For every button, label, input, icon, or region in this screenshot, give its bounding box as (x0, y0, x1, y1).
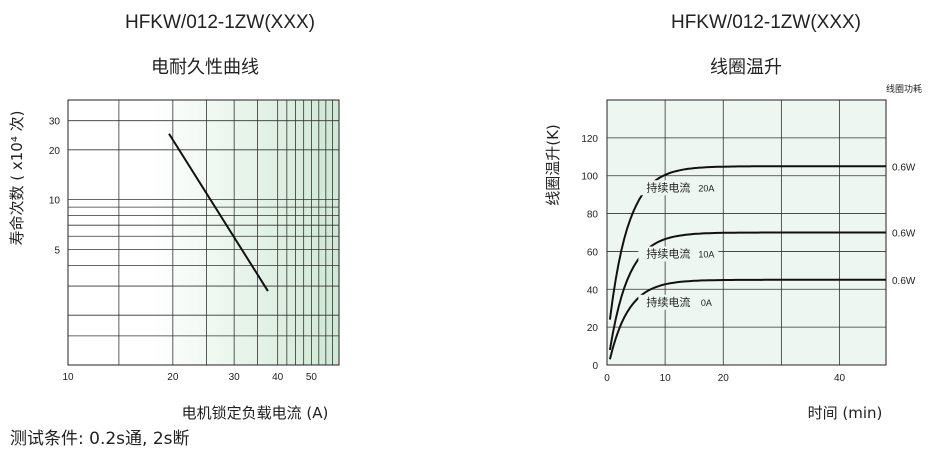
right-tick-labels: 0 10 20 40 0 20 40 60 80 100 120 (581, 134, 845, 384)
curve-label-bg (638, 294, 719, 310)
right-x-tick: 20 (718, 373, 730, 384)
left-grid (68, 100, 339, 365)
left-model-label: HFKW/012-1ZW(XXX) (125, 12, 315, 33)
left-plot-shading (153, 100, 339, 365)
coil-power-label: 0.6W (892, 276, 916, 287)
curve-label-bg (638, 246, 719, 262)
left-y-tick: 30 (49, 117, 61, 128)
left-y-tick: 5 (54, 245, 60, 256)
coil-power-label: 0.6W (892, 162, 916, 173)
curve-label-current: 20A (698, 183, 714, 193)
curve-label-current: 10A (698, 250, 714, 260)
right-chart-title: 线圈温升 (710, 57, 782, 78)
coil-power-label: 0.6W (892, 229, 916, 240)
curve-label-name: 持续电流 (646, 295, 690, 309)
right-y-tick: 20 (587, 323, 599, 334)
left-y-axis-label: 寿命次数 ( x10⁴ 次) (8, 111, 26, 246)
left-series-line (168, 133, 269, 292)
left-chart-title: 电耐久性曲线 (151, 57, 259, 78)
right-series-curve (608, 165, 886, 320)
left-plot-frame (67, 99, 340, 366)
curve-label-bg (638, 180, 719, 196)
left-x-tick: 40 (272, 372, 284, 383)
right-y-tick: 0 (592, 361, 598, 372)
left-x-tick: 20 (167, 372, 179, 383)
right-y-tick: 120 (581, 134, 598, 145)
left-series (168, 133, 269, 292)
right-series-curve (608, 278, 886, 360)
right-y-tick: 80 (587, 210, 599, 221)
power-header: 线圈功耗 (886, 83, 922, 94)
right-y-axis-label: 线圈温升(K) (544, 124, 562, 206)
right-model-label: HFKW/012-1ZW(XXX) (671, 12, 861, 33)
right-y-tick: 40 (587, 285, 599, 296)
left-x-tick: 30 (229, 372, 241, 383)
left-x-axis-label: 电机锁定负载电流 (A) (182, 404, 329, 422)
left-y-tick: 10 (49, 196, 61, 207)
right-x-axis-label: 时间 (min) (808, 404, 883, 422)
right-x-tick: 0 (604, 373, 610, 384)
right-y-tick: 100 (581, 172, 598, 183)
left-tick-labels: 10 20 30 40 50 5 10 20 30 (49, 117, 318, 383)
left-x-tick: 10 (62, 372, 74, 383)
curve-label-name: 持续电流 (646, 180, 690, 194)
test-conditions-note: 测试条件: 0.2s通, 2s断 (10, 429, 190, 449)
curve-label-name: 持续电流 (646, 247, 690, 261)
right-x-tick: 40 (834, 373, 846, 384)
right-x-tick: 10 (660, 373, 672, 384)
left-x-tick: 50 (306, 372, 318, 383)
left-y-tick: 20 (49, 146, 61, 157)
right-series: 持续电流 20A 0.6W 持续电流 10A 0.6W 持续电流 0A 0.6W (608, 162, 916, 360)
right-y-tick: 60 (587, 247, 599, 258)
right-series-curve (608, 231, 886, 351)
curve-label-current: 0A (701, 298, 712, 308)
